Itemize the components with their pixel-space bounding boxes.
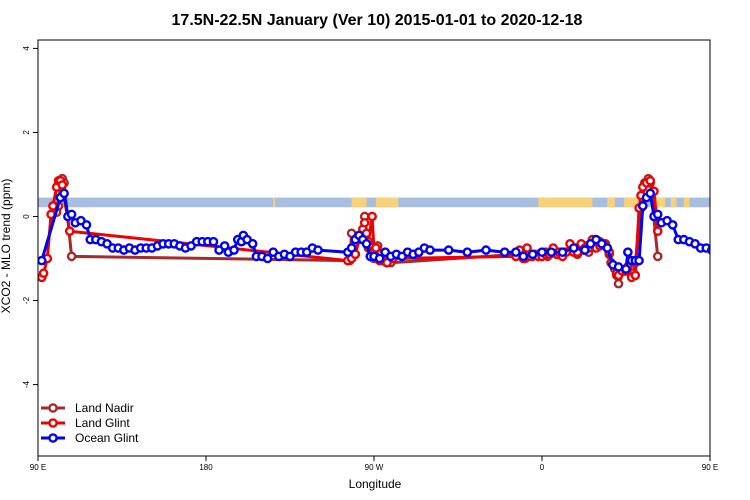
y-tick-label: -4 [22,380,31,388]
legend-item: Ocean Glint [41,431,139,445]
ocean-band [38,197,710,208]
land-segment [375,197,393,208]
data-point [64,226,75,236]
data-point [425,245,435,255]
y-axis: 4 2 0 -2 -4 [22,46,38,388]
data-point [630,270,641,281]
x-axis: 90 E 180 90 W 0 90 E [30,456,718,472]
legend-swatch-marker [48,403,58,413]
data-point [634,255,644,266]
data-point [527,249,538,260]
data-point [557,247,568,258]
data-point [371,243,381,253]
data-point [38,255,47,266]
data-point [38,268,49,279]
data-point [522,243,532,253]
data-point [313,245,323,255]
land-segment [650,197,666,208]
data-point [645,175,656,186]
data-point [613,262,624,272]
land-segment [390,197,399,208]
data-point [208,236,219,247]
legend-label: Land Glint [75,416,130,430]
land-ocean-band [38,197,710,208]
x-axis-label: Longitude [349,477,402,491]
data-point [247,238,258,249]
data-point [623,247,633,258]
data-point [537,247,547,258]
data-point [621,264,631,274]
data-point [652,226,663,236]
series-layer [38,173,721,289]
data-point [652,209,663,220]
data-point [229,245,239,255]
y-tick-label: 0 [22,214,31,219]
x-tick-label: 90 E [30,463,46,472]
legend-item: Land Nadir [41,401,134,415]
y-tick-label: 2 [22,130,31,135]
data-point [602,243,613,253]
x-tick-label: 90 E [702,463,718,472]
data-point [66,251,77,262]
data-point [518,251,529,262]
data-point [645,188,656,199]
series-ocean-glint [38,188,721,274]
land-segment [607,197,615,208]
data-point [652,251,663,262]
x-tick-label: 0 [540,463,545,472]
legend-label: Land Nadir [75,401,134,415]
data-point [374,253,385,264]
y-axis-label: XCO2 - MLO trend (ppm) [0,179,13,314]
x-tick-label: 90 W [365,463,384,472]
data-point [361,238,372,249]
data-point [580,245,590,255]
land-segment [538,197,593,208]
data-point [66,209,77,220]
land-segment [273,197,276,208]
data-point [48,201,58,211]
data-point [81,220,92,230]
data-point [359,217,370,228]
x-tick-label: 180 [199,463,213,472]
land-segment [683,197,690,208]
data-point [346,243,357,253]
data-point [546,247,557,258]
data-point [481,245,491,255]
data-point [57,180,68,190]
data-point [568,243,579,253]
y-tick-label: 4 [22,46,31,51]
legend-swatch-marker [48,433,58,443]
chart-title: 17.5N-22.5N January (Ver 10) 2015-01-01 … [172,12,583,29]
data-point [499,247,510,258]
data-point [462,247,473,258]
data-point [59,188,69,199]
data-point [667,220,678,230]
legend-item: Land Glint [41,416,130,430]
data-point [714,244,721,251]
land-segment [624,197,647,208]
data-point [707,245,710,255]
data-point [638,201,648,211]
data-point [613,278,624,289]
land-segment [670,197,677,208]
legend-swatch-marker [48,418,58,428]
y-tick-label: -2 [22,296,31,304]
legend-label: Ocean Glint [75,431,139,445]
data-point [262,253,273,264]
data-point [367,211,377,222]
data-point [443,245,454,255]
land-segment [351,197,367,208]
data-point [511,247,521,258]
